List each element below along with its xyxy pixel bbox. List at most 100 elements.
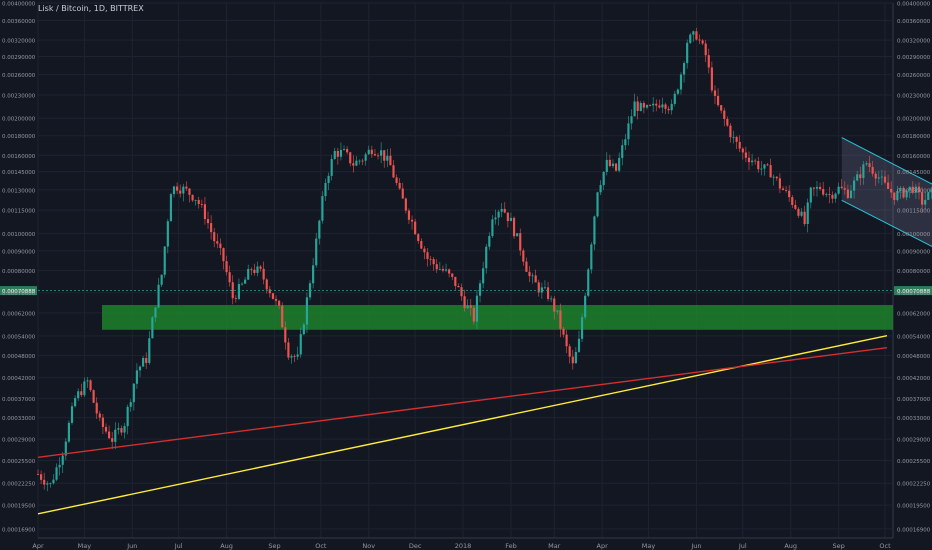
channel-lower-line [841,199,932,247]
candle-body [86,380,89,382]
x-tick-label: Dec [409,542,422,550]
candle-body [49,483,52,485]
candle-body [278,300,281,306]
x-tick-label: 2018 [455,542,472,550]
candle-body [775,176,778,179]
candle-body [550,298,553,300]
candle-body [281,305,284,328]
candle-body [475,295,479,322]
y-tick-label-left: 0.00320000 [2,39,36,45]
candle-body [868,163,871,167]
candle-body [126,406,129,427]
candle-body [741,148,744,153]
candle-body [407,210,411,220]
candle-body [834,193,837,199]
candle-body [849,190,853,198]
candle-body [924,199,927,205]
candle-body [593,216,596,245]
candle-body [271,293,275,299]
candle-body [469,305,472,308]
candle-body [111,438,114,442]
candle-body [188,188,191,195]
candle-body [766,164,769,166]
candle-body [692,31,695,35]
candle-body [55,467,58,480]
x-tick-label: Aug [784,542,797,550]
candle-body [256,266,259,273]
candle-body [682,63,686,75]
y-tick-label-right: 0.00042000 [897,376,931,382]
candle-body [911,186,914,193]
current-price-label-left: 0.00070888 [2,289,36,295]
candle-body [837,186,840,194]
chart-title: Lisk / Bitcoin, 1D, BITTREX [38,4,144,13]
candle-body [534,275,537,283]
time-axis[interactable]: Apr May Jun Jul Aug Sep Oct Nov Dec 2018 Feb Mar Apr… [32,537,893,550]
y-tick-label-right: 0.00100000 [897,232,931,238]
candle-body [179,190,182,194]
y-tick-label-left: 0.00037000 [2,397,36,403]
candle-body [571,356,574,364]
y-tick-label-right: 0.00130000 [897,188,931,194]
candle-body [438,268,441,270]
y-tick-label-left: 0.00100000 [2,232,36,238]
candle-body [194,199,197,201]
candle-body [104,426,108,432]
y-tick-label-left: 0.00180000 [2,134,36,140]
current-price-label-right: 0.00070888 [897,289,931,295]
candle-body [197,199,200,205]
candle-body [120,428,123,433]
candle-body [305,297,309,325]
x-tick-label: Sep [832,542,844,550]
candle-body [880,176,883,178]
candle-body [698,39,701,41]
candle-body [673,93,676,104]
candle-body [74,398,77,407]
candle-body [182,186,185,194]
candle-body [695,31,698,40]
candle-body [642,103,645,108]
candle-body [618,157,621,171]
candle-body [244,279,247,284]
candle-body [364,154,367,161]
candle-body [574,351,577,364]
candle-body [151,317,154,339]
current-price-tag-left [0,286,37,296]
y-tick-label-left: 0.00260000 [2,73,36,79]
candle-body [200,204,203,205]
candle-body [565,334,568,347]
candle-body [488,235,491,247]
candle-body [914,186,917,193]
candle-body [336,150,339,157]
x-tick-label: Apr [32,542,44,550]
y-tick-label-left: 0.00025500 [2,459,36,465]
candle-body [157,284,160,308]
y-tick-label-left: 0.00054000 [2,334,36,340]
candle-body [401,188,404,199]
candle-body [729,125,732,138]
candle-body [108,431,111,439]
y-tick-label-right: 0.00115000 [897,209,931,215]
x-tick-label: Sep [268,542,280,550]
candle-body [797,208,800,216]
candle-body [176,186,179,191]
candle-body [636,101,639,111]
left-price-axis[interactable]: 0.00400000 0.00360000 0.00320000 0.00290000… [2,2,36,534]
candle-body [293,356,296,357]
y-tick-label-left: 0.00230000 [2,93,36,99]
candle-body [259,266,262,269]
candle-body [812,187,815,189]
candle-body [213,232,216,242]
candle-body [324,183,327,197]
candle-body [843,188,846,190]
candle-body [145,358,148,363]
candle-body [265,279,268,290]
candle-body [735,137,738,142]
candles [36,27,932,492]
candle-body [710,67,713,91]
candle-body [43,479,46,485]
candle-body [451,273,454,277]
candle-body [899,187,902,192]
right-price-axis[interactable]: 0.00400000 0.00360000 0.00320000 0.00290000… [897,2,931,534]
